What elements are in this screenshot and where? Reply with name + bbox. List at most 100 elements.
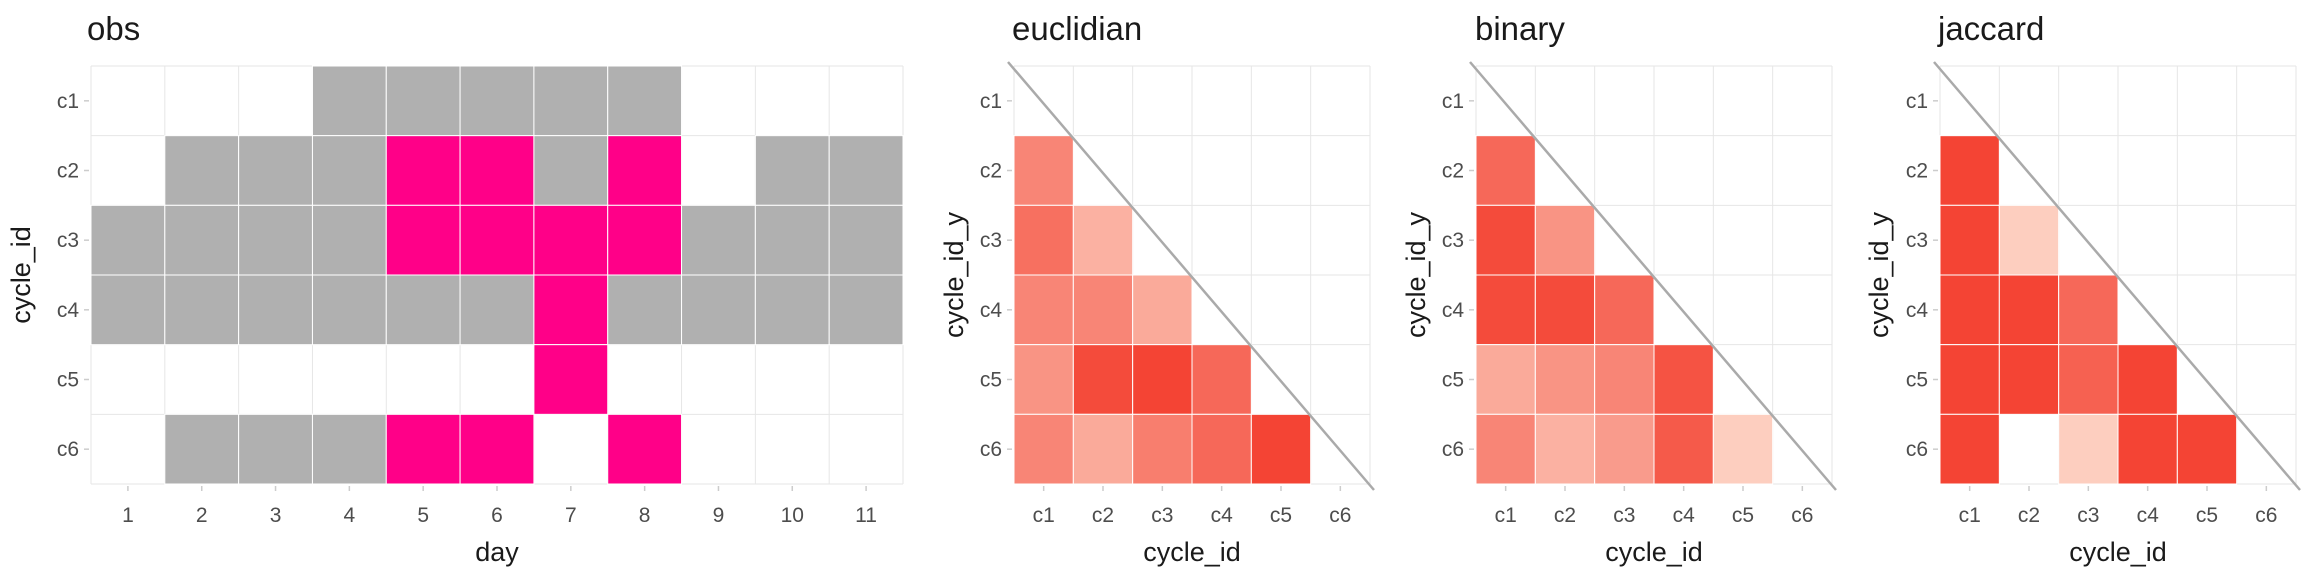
x-tick-label: 6 <box>491 504 503 527</box>
cells <box>90 65 904 485</box>
y-tick-label: c3 <box>980 229 1002 252</box>
y-tick-label: c3 <box>57 229 79 252</box>
heatmap-cell <box>1072 344 1134 415</box>
diagonal-line <box>1007 61 1375 491</box>
heatmap-cell <box>385 135 461 206</box>
x-tick-label: c6 <box>2255 504 2277 527</box>
heatmap-cell <box>90 274 166 346</box>
x-tick-label: c3 <box>1151 504 1173 527</box>
heatmap-cell <box>2117 413 2178 485</box>
heatmap-cell <box>1939 135 2000 206</box>
y-tick-label: c3 <box>1442 229 1464 252</box>
y-axis-title: cycle_id_y <box>1401 211 1431 338</box>
x-tick-label: c2 <box>2018 504 2040 527</box>
x-tick-label: 7 <box>565 504 577 527</box>
y-tick-label: c6 <box>1442 438 1464 461</box>
cells <box>1475 135 1774 485</box>
x-tick-label: 1 <box>122 504 134 527</box>
x-tick-label: 2 <box>196 504 208 527</box>
heatmap-cell <box>1475 344 1536 415</box>
y-tick-label: c2 <box>1442 160 1464 183</box>
heatmap-cell <box>164 135 240 206</box>
y-tick-label: c1 <box>1442 90 1464 113</box>
heatmap-cell <box>311 274 387 346</box>
heatmap-cell <box>311 204 387 276</box>
chart-title: jaccard <box>1937 10 2044 47</box>
heatmap-cell <box>1013 413 1074 485</box>
heatmap-cell <box>459 274 535 346</box>
heatmap-cell <box>459 413 535 485</box>
y-tick-label: c1 <box>57 90 79 113</box>
x-tick-label: c1 <box>1495 504 1517 527</box>
heatmap-cell <box>2058 274 2119 346</box>
x-tick-label: 10 <box>781 504 804 527</box>
heatmap-cell <box>533 204 609 276</box>
y-tick-label: c6 <box>980 438 1002 461</box>
y-tick-label: c2 <box>980 160 1002 183</box>
heatmap-cell <box>238 274 313 346</box>
heatmap-cell <box>1013 274 1074 346</box>
heatmap-cell <box>1013 344 1074 415</box>
heatmap-cell <box>459 65 535 137</box>
heatmap-cell <box>1475 135 1536 206</box>
heatmap-cell <box>90 204 166 276</box>
y-tick-label: c2 <box>1906 160 1928 183</box>
heatmap-cell <box>1013 135 1074 206</box>
x-tick-label: 9 <box>713 504 725 527</box>
x-tick-label: c1 <box>1033 504 1055 527</box>
heatmap-cell <box>1653 413 1714 485</box>
heatmap-cell <box>754 274 830 346</box>
heatmap-cell <box>1475 204 1536 276</box>
heatmap-cell <box>164 204 240 276</box>
panel-obs: 1 2 3 4 5 6 7 8 9 10 11 c1 c2 c3 c4 c5 c6 obs day cycle_id <box>6 10 904 567</box>
heatmap-cell <box>1250 413 1312 485</box>
heatmap-cell <box>385 65 461 137</box>
y-tick-label: c5 <box>980 369 1002 392</box>
cells <box>1013 135 1312 485</box>
y-tick-label: c6 <box>1906 438 1928 461</box>
x-tick-label: c4 <box>1211 504 1234 527</box>
panel-jaccard: c1 c2 c3 c4 c5 c6 c1 c2 c3 c4 c5 c6 jaccard cycle_id c… <box>1864 10 2301 567</box>
x-tick-label: 5 <box>417 504 429 527</box>
x-tick-label: c4 <box>2137 504 2160 527</box>
y-tick-label: c5 <box>1442 369 1464 392</box>
heatmap-cell <box>1191 344 1252 415</box>
x-tick-label: 4 <box>344 504 356 527</box>
diagonal-line <box>1933 61 2301 491</box>
x-tick-label: c5 <box>2196 504 2218 527</box>
heatmap-cell <box>311 135 387 206</box>
heatmap-cell <box>1132 344 1193 415</box>
heatmap-cell <box>828 204 904 276</box>
heatmap-cell <box>1939 204 2000 276</box>
y-tick-label: c2 <box>57 160 79 183</box>
heatmap-cell <box>1072 413 1134 485</box>
heatmap-cell <box>385 413 461 485</box>
heatmap-cell <box>385 274 461 346</box>
panel-euclidian: c1 c2 c3 c4 c5 c6 c1 c2 c3 c4 c5 c6 euclidian cycle_i… <box>939 10 1375 567</box>
x-tick-label: c5 <box>1732 504 1754 527</box>
chart-title: binary <box>1475 10 1565 47</box>
heatmap-cell <box>1594 413 1655 485</box>
y-tick-label: c4 <box>1906 299 1929 322</box>
x-tick-label: c5 <box>1270 504 1292 527</box>
heatmap-cell <box>1072 204 1134 276</box>
heatmap-cell <box>238 135 313 206</box>
heatmap-cell <box>828 135 904 206</box>
heatmap-cell <box>1534 274 1596 346</box>
x-tick-label: c2 <box>1554 504 1576 527</box>
heatmap-cell <box>1594 344 1655 415</box>
x-tick-label: c4 <box>1673 504 1696 527</box>
heatmap-cell <box>754 204 830 276</box>
heatmap-cell <box>2176 413 2238 485</box>
y-tick-label: c4 <box>980 299 1003 322</box>
y-tick-label: c4 <box>57 299 80 322</box>
cells <box>1939 135 2238 485</box>
heatmap-cell <box>1998 344 2060 415</box>
heatmap-cell <box>1534 344 1596 415</box>
diagonal-line <box>1469 61 1837 491</box>
ticks: c1 c2 c3 c4 c5 c6 c1 c2 c3 c4 c5 c6 <box>1442 90 1814 527</box>
x-axis-title: cycle_id <box>2069 537 2167 567</box>
x-tick-label: c6 <box>1329 504 1351 527</box>
heatmap-cell <box>1072 274 1134 346</box>
